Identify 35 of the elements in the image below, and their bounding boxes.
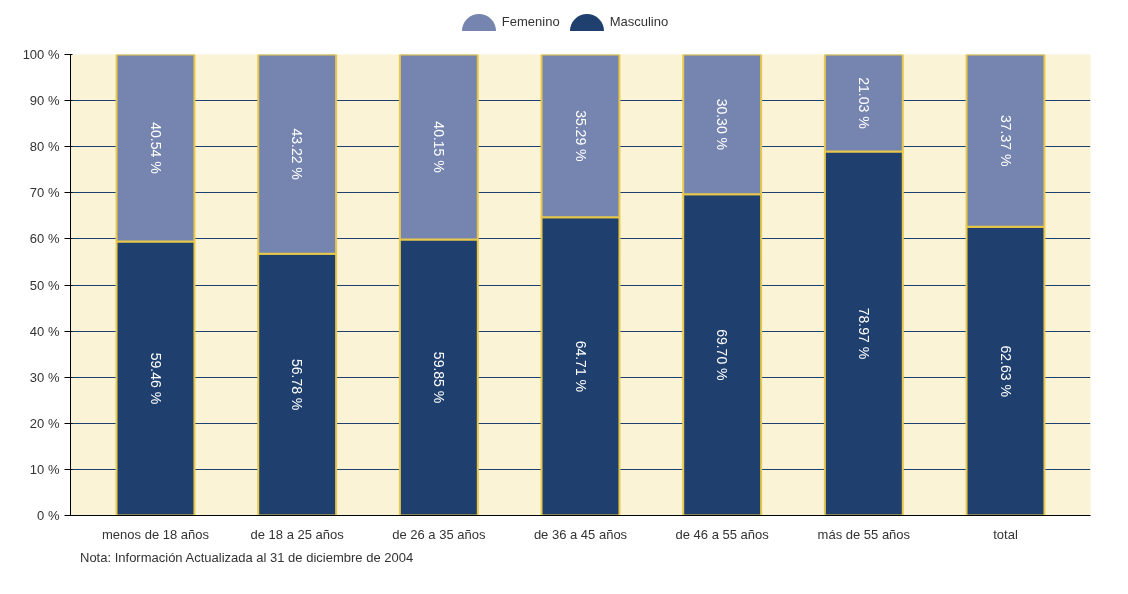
data-label: 69.70 % (714, 329, 731, 381)
y-tick-label: 0 % (37, 508, 60, 523)
y-tick-label: 60 % (29, 231, 60, 247)
y-tick-label: 100 % (22, 47, 60, 62)
data-label: 40.54 % (147, 122, 164, 174)
data-label: 30.30 % (714, 98, 731, 151)
x-tick-label: de 18 a 25 años (250, 526, 345, 542)
text: Nota: Información Actualizada al 31 de diciembre de 2004 (80, 549, 414, 567)
legend-label: Femenino (501, 13, 560, 29)
y-tick-label: 10 % (29, 461, 60, 477)
data-label: 78.97 % (855, 307, 872, 360)
y-tick-label: 30 % (29, 369, 60, 385)
y-tick-label: 70 % (29, 185, 60, 201)
y-tick-label: 50 % (29, 277, 60, 293)
x-tick-label: de 36 a 45 años (533, 526, 628, 542)
data-label: 59.85 % (430, 351, 447, 404)
legend-label: Masculino (609, 13, 669, 29)
y-tick-label: 90 % (29, 93, 60, 109)
x-tick-label: de 46 a 55 años (675, 526, 770, 542)
data-label: 37.37 % (997, 114, 1014, 167)
data-label: 64.71 % (572, 340, 589, 393)
data-label: 35.29 % (572, 110, 589, 162)
data-label: 56.78 % (289, 358, 306, 411)
data-label: 43.22 % (289, 128, 306, 180)
data-label: 62.63 % (997, 345, 1014, 397)
x-tick-label: total (993, 526, 1018, 542)
data-label: 40.15 % (430, 121, 447, 173)
x-tick-label: de 26 a 35 años (392, 526, 486, 542)
data-label: 21.03 % (855, 77, 872, 129)
y-tick-label: 20 % (29, 415, 60, 431)
y-tick-label: 40 % (29, 323, 60, 339)
x-tick-label: más de 55 años (817, 526, 911, 542)
y-tick-label: 80 % (29, 139, 60, 155)
data-label: 59.46 % (147, 352, 164, 405)
x-tick-label: menos de 18 años (102, 526, 210, 542)
